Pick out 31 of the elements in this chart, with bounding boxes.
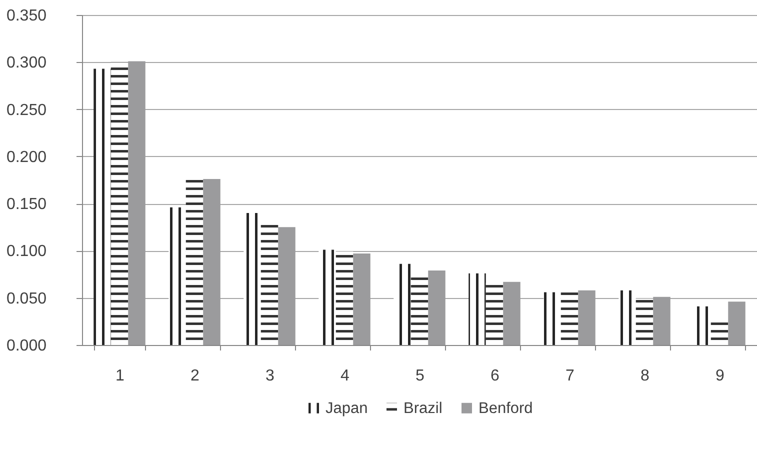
x-tick-label: 9 bbox=[716, 368, 725, 384]
bar bbox=[618, 290, 636, 345]
y-tick-label: 0.200 bbox=[6, 148, 47, 166]
x-tick-label: 2 bbox=[190, 368, 200, 384]
y-tick-label: 0.000 bbox=[6, 338, 47, 354]
x-tick-label: 4 bbox=[340, 368, 350, 384]
x-tick-label: 8 bbox=[640, 368, 650, 384]
bar bbox=[94, 68, 111, 345]
y-tick-label: 0.300 bbox=[6, 54, 47, 72]
x-tick-label: 7 bbox=[566, 368, 575, 384]
legend-label: Brazil bbox=[404, 400, 442, 418]
x-tick-label: 3 bbox=[266, 368, 275, 384]
y-tick-label: 0.350 bbox=[6, 8, 47, 24]
y-tick-label: 0.150 bbox=[6, 196, 47, 214]
x-tick-label: 6 bbox=[490, 368, 500, 384]
bar bbox=[110, 62, 128, 345]
y-tick-label: 0.100 bbox=[6, 243, 47, 260]
y-tick-label: 0.050 bbox=[6, 290, 47, 308]
bar bbox=[244, 213, 261, 345]
bar bbox=[728, 302, 746, 345]
bar bbox=[318, 250, 336, 345]
bar bbox=[544, 292, 561, 345]
legend-label: Japan bbox=[326, 400, 368, 418]
bar bbox=[394, 264, 411, 345]
y-tick-label: 0.250 bbox=[6, 102, 47, 119]
x-tick-label: 1 bbox=[116, 368, 125, 384]
bar bbox=[486, 282, 504, 345]
legend-label: Benford bbox=[478, 400, 533, 418]
bar bbox=[468, 273, 486, 345]
x-tick-label: 5 bbox=[416, 368, 425, 384]
bar bbox=[168, 207, 186, 345]
